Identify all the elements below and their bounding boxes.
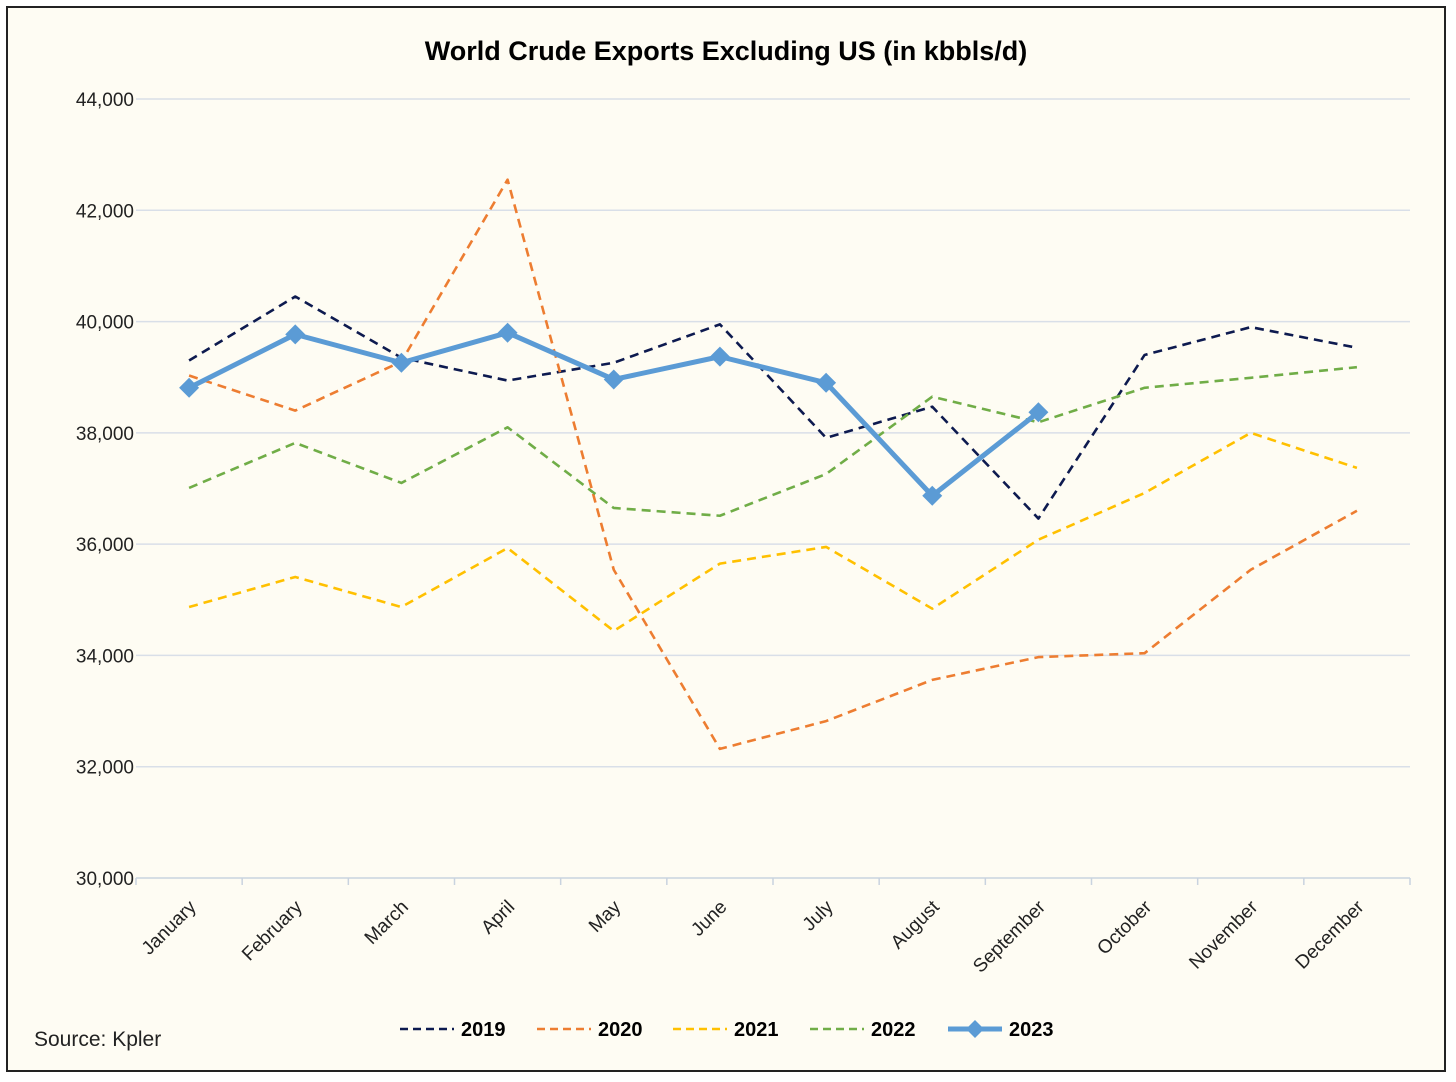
- x-tick-label: May: [585, 896, 626, 937]
- legend-label: 2020: [598, 1019, 643, 1041]
- x-tick-label: April: [477, 897, 519, 939]
- legend-label: 2019: [461, 1019, 506, 1041]
- series-line-2023: [187, 330, 1040, 499]
- chart-frame: [6, 6, 1446, 1072]
- x-tick-label: June: [687, 897, 731, 941]
- legend-label: 2021: [734, 1019, 779, 1041]
- y-tick-label: 36,000: [76, 535, 134, 556]
- chart-title: World Crude Exports Excluding US (in kbb…: [425, 36, 1028, 66]
- x-tick-label: September: [969, 896, 1050, 977]
- data-point-2023: [816, 372, 837, 393]
- series-line-2020: [188, 178, 1358, 751]
- legend-label: 2022: [871, 1019, 916, 1041]
- x-tick-label: December: [1292, 896, 1369, 973]
- y-tick-label: 34,000: [76, 646, 134, 667]
- x-tick-label: January: [138, 896, 201, 959]
- data-point-2023: [603, 369, 624, 390]
- y-tick-label: 42,000: [76, 201, 134, 222]
- data-point-2023: [497, 322, 518, 343]
- data-point-2023: [285, 324, 306, 345]
- source-note: Source: Kpler: [34, 1028, 161, 1051]
- x-tick-label: July: [799, 896, 838, 935]
- y-tick-label: 44,000: [76, 90, 134, 111]
- series-line-2019: [188, 295, 1358, 520]
- series-line-2022: [188, 365, 1358, 518]
- data-point-2023: [1028, 402, 1049, 423]
- data-point-2023: [179, 377, 200, 398]
- series-line-2021: [188, 431, 1358, 633]
- x-tick-label: November: [1185, 896, 1262, 973]
- x-tick-label: August: [887, 896, 944, 953]
- legend-label: 2023: [1009, 1019, 1054, 1041]
- y-tick-label: 32,000: [76, 758, 134, 779]
- data-point-2023: [709, 346, 730, 367]
- x-tick-label: March: [361, 897, 413, 949]
- y-tick-label: 30,000: [76, 869, 134, 890]
- data-point-2023: [391, 352, 412, 373]
- x-tick-label: October: [1093, 896, 1156, 959]
- x-tick-label: February: [238, 896, 307, 965]
- y-tick-label: 40,000: [76, 313, 134, 334]
- y-tick-label: 38,000: [76, 424, 134, 445]
- legend-marker-2023: [966, 1020, 984, 1038]
- data-point-2023: [922, 485, 943, 506]
